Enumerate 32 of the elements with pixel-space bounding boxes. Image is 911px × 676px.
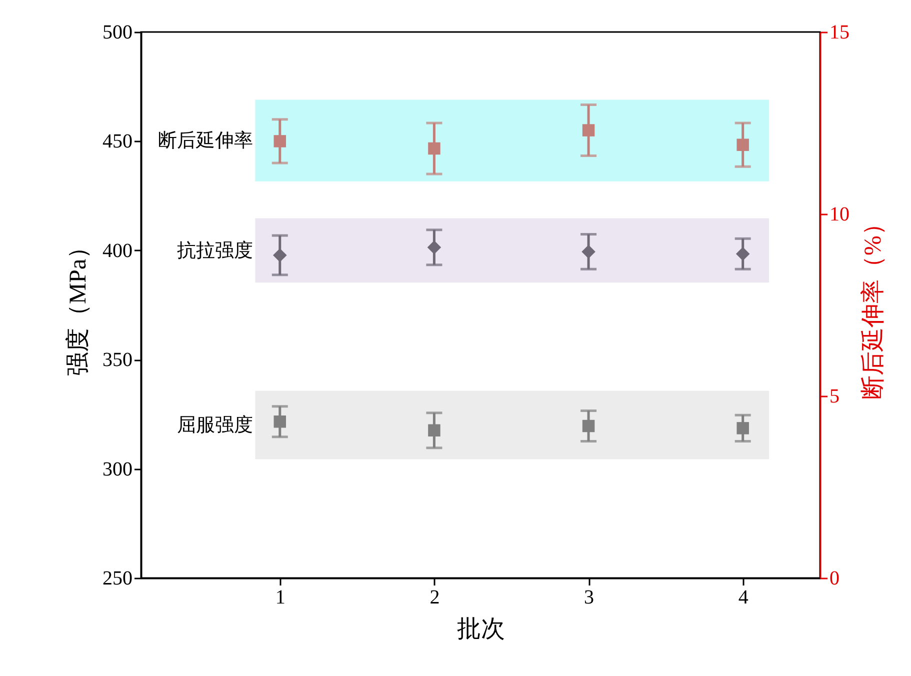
y-axis-title: 强度（MPa）: [64, 234, 92, 376]
point: [274, 416, 286, 428]
y2-tick-label: 0: [830, 568, 840, 590]
y2-tick-label: 5: [830, 386, 840, 408]
y-tick-label: 500: [102, 22, 132, 44]
band-label: 屈服强度: [177, 414, 254, 436]
y-tick-label: 250: [102, 568, 132, 590]
point: [428, 142, 440, 155]
y2-tick-label: 15: [830, 22, 850, 44]
point: [272, 248, 287, 262]
y-tick-label: 300: [102, 458, 132, 480]
x-tick-label: 2: [430, 586, 440, 608]
x-tick-label: 1: [275, 586, 286, 608]
y-tick-label: 400: [102, 240, 132, 262]
point: [427, 240, 442, 254]
point: [274, 135, 286, 148]
point: [582, 420, 595, 432]
band-label: 抗拉强度: [177, 239, 254, 262]
x-tick-label: 4: [738, 586, 748, 608]
point: [736, 247, 750, 261]
point: [428, 424, 440, 436]
point: [736, 422, 749, 434]
y-tick-label: 450: [102, 130, 132, 153]
y-tick-label: 350: [102, 349, 132, 372]
band-label: 断后延伸率: [158, 130, 254, 152]
x-axis-title: 批次: [457, 616, 505, 642]
point: [582, 124, 595, 136]
y2-tick-label: 10: [830, 204, 850, 226]
point: [736, 138, 749, 151]
point: [582, 244, 596, 259]
y2-axis-title: 断后延伸率（%）: [860, 212, 886, 400]
x-tick-label: 3: [584, 586, 594, 608]
